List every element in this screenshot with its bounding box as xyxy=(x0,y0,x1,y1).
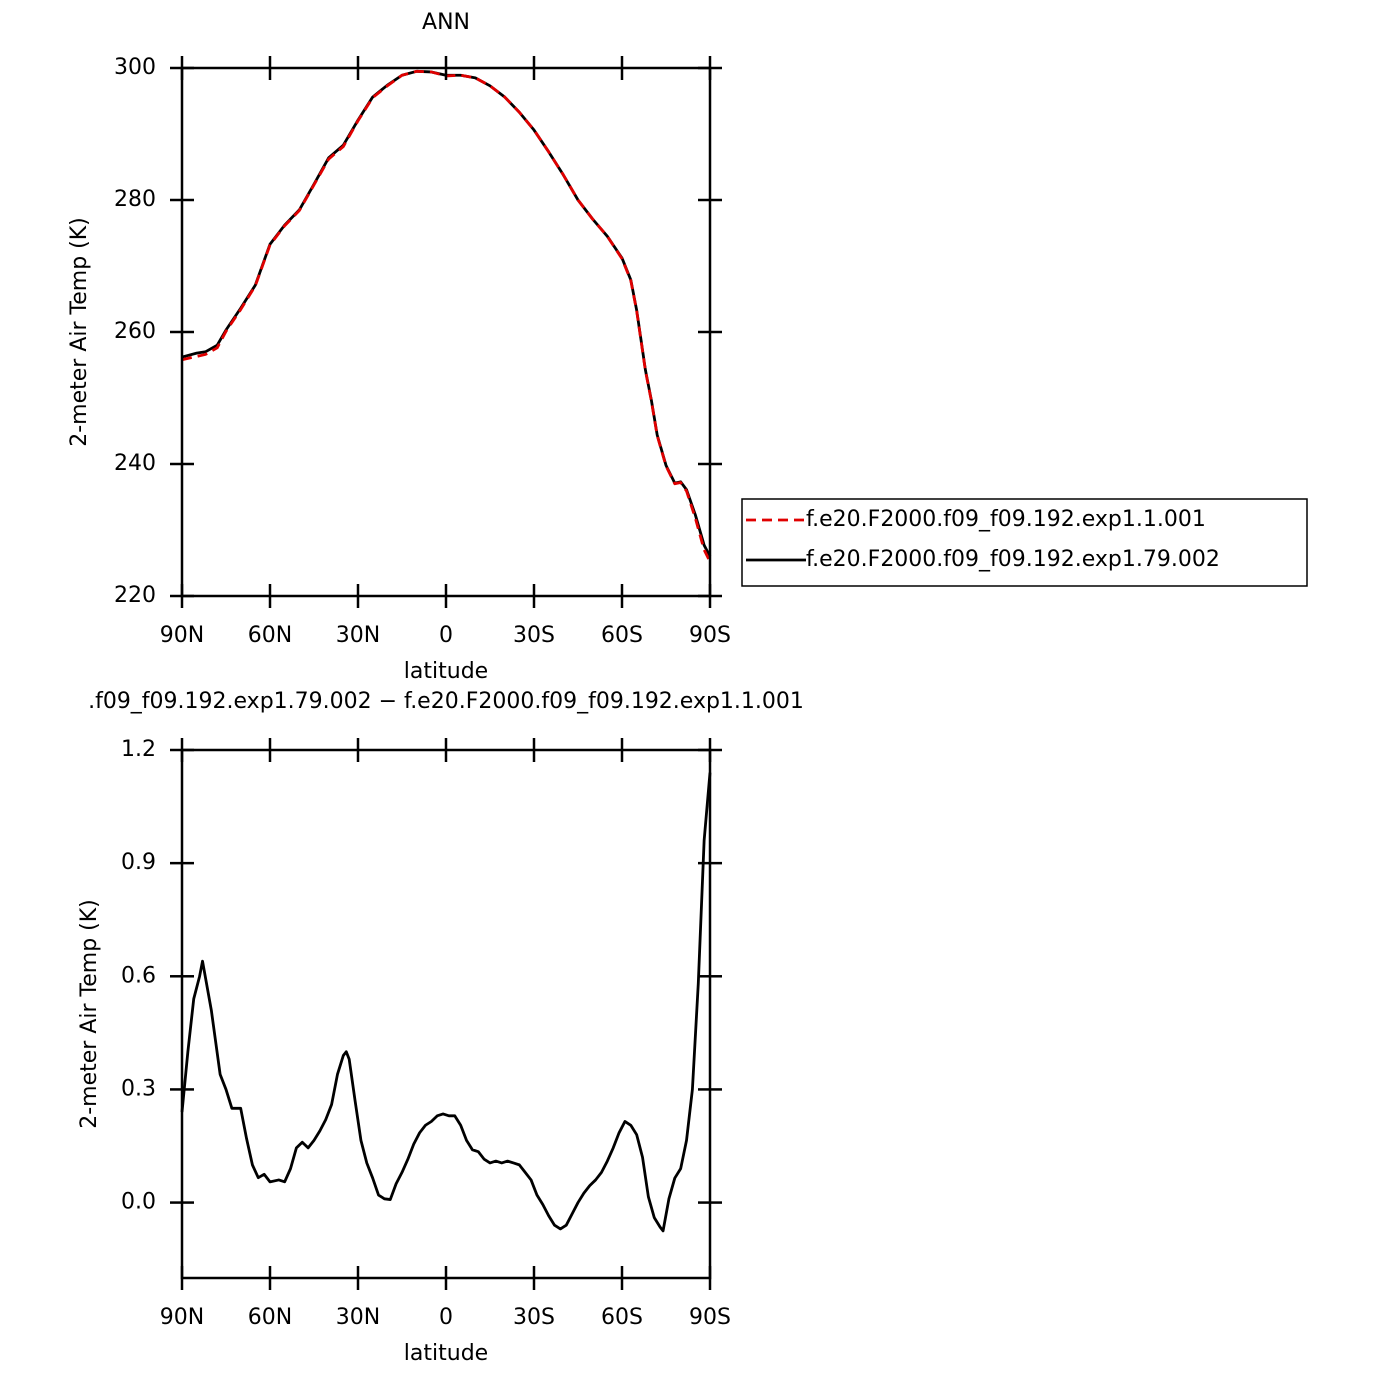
x-tick-label: 60S xyxy=(601,623,643,648)
chart-title: .f09_f09.192.exp1.79.002 − f.e20.F2000.f… xyxy=(88,689,804,714)
x-tick-label: 60S xyxy=(601,1305,643,1330)
legend-label: f.e20.F2000.f09_f09.192.exp1.79.002 xyxy=(806,547,1220,572)
legend: f.e20.F2000.f09_f09.192.exp1.1.001 f.e20.… xyxy=(741,498,1308,587)
y-tick-label: 300 xyxy=(114,55,156,80)
plot-frame xyxy=(180,748,712,1280)
x-tick-label: 0 xyxy=(439,623,453,648)
x-tick-label: 30S xyxy=(513,623,555,648)
x-tick-label: 60N xyxy=(248,623,292,648)
y-tick-label: 220 xyxy=(114,583,156,608)
x-tick-label: 90S xyxy=(689,623,731,648)
x-tick-label: 90N xyxy=(160,1305,204,1330)
plot-frame xyxy=(180,66,712,598)
y-tick-label: 0.9 xyxy=(121,850,156,875)
y-tick-label: 0.0 xyxy=(121,1190,156,1215)
x-tick-label: 30S xyxy=(513,1305,555,1330)
x-tick-label: 90N xyxy=(160,623,204,648)
y-tick-label: 1.2 xyxy=(121,737,156,762)
chart-title: ANN xyxy=(422,10,470,35)
y-tick-label: 240 xyxy=(114,451,156,476)
x-tick-label: 30N xyxy=(336,623,380,648)
legend-box xyxy=(741,498,1308,587)
x-tick-label: 0 xyxy=(439,1305,453,1330)
y-tick-label: 0.6 xyxy=(121,963,156,988)
data-line xyxy=(180,772,712,1233)
y-tick-label: 280 xyxy=(114,187,156,212)
y-tick-label: 0.3 xyxy=(121,1076,156,1101)
y-axis-label: 2-meter Air Temp (K) xyxy=(77,899,102,1129)
data-line xyxy=(181,69,712,558)
x-tick-label: 60N xyxy=(248,1305,292,1330)
y-axis-label: 2-meter Air Temp (K) xyxy=(67,217,92,447)
data-line xyxy=(181,69,712,563)
legend-label: f.e20.F2000.f09_f09.192.exp1.1.001 xyxy=(806,507,1206,532)
x-tick-label: 90S xyxy=(689,1305,731,1330)
y-tick-label: 260 xyxy=(114,319,156,344)
x-axis-label: latitude xyxy=(404,1341,488,1366)
x-axis-label: latitude xyxy=(404,659,488,684)
x-tick-label: 30N xyxy=(336,1305,380,1330)
